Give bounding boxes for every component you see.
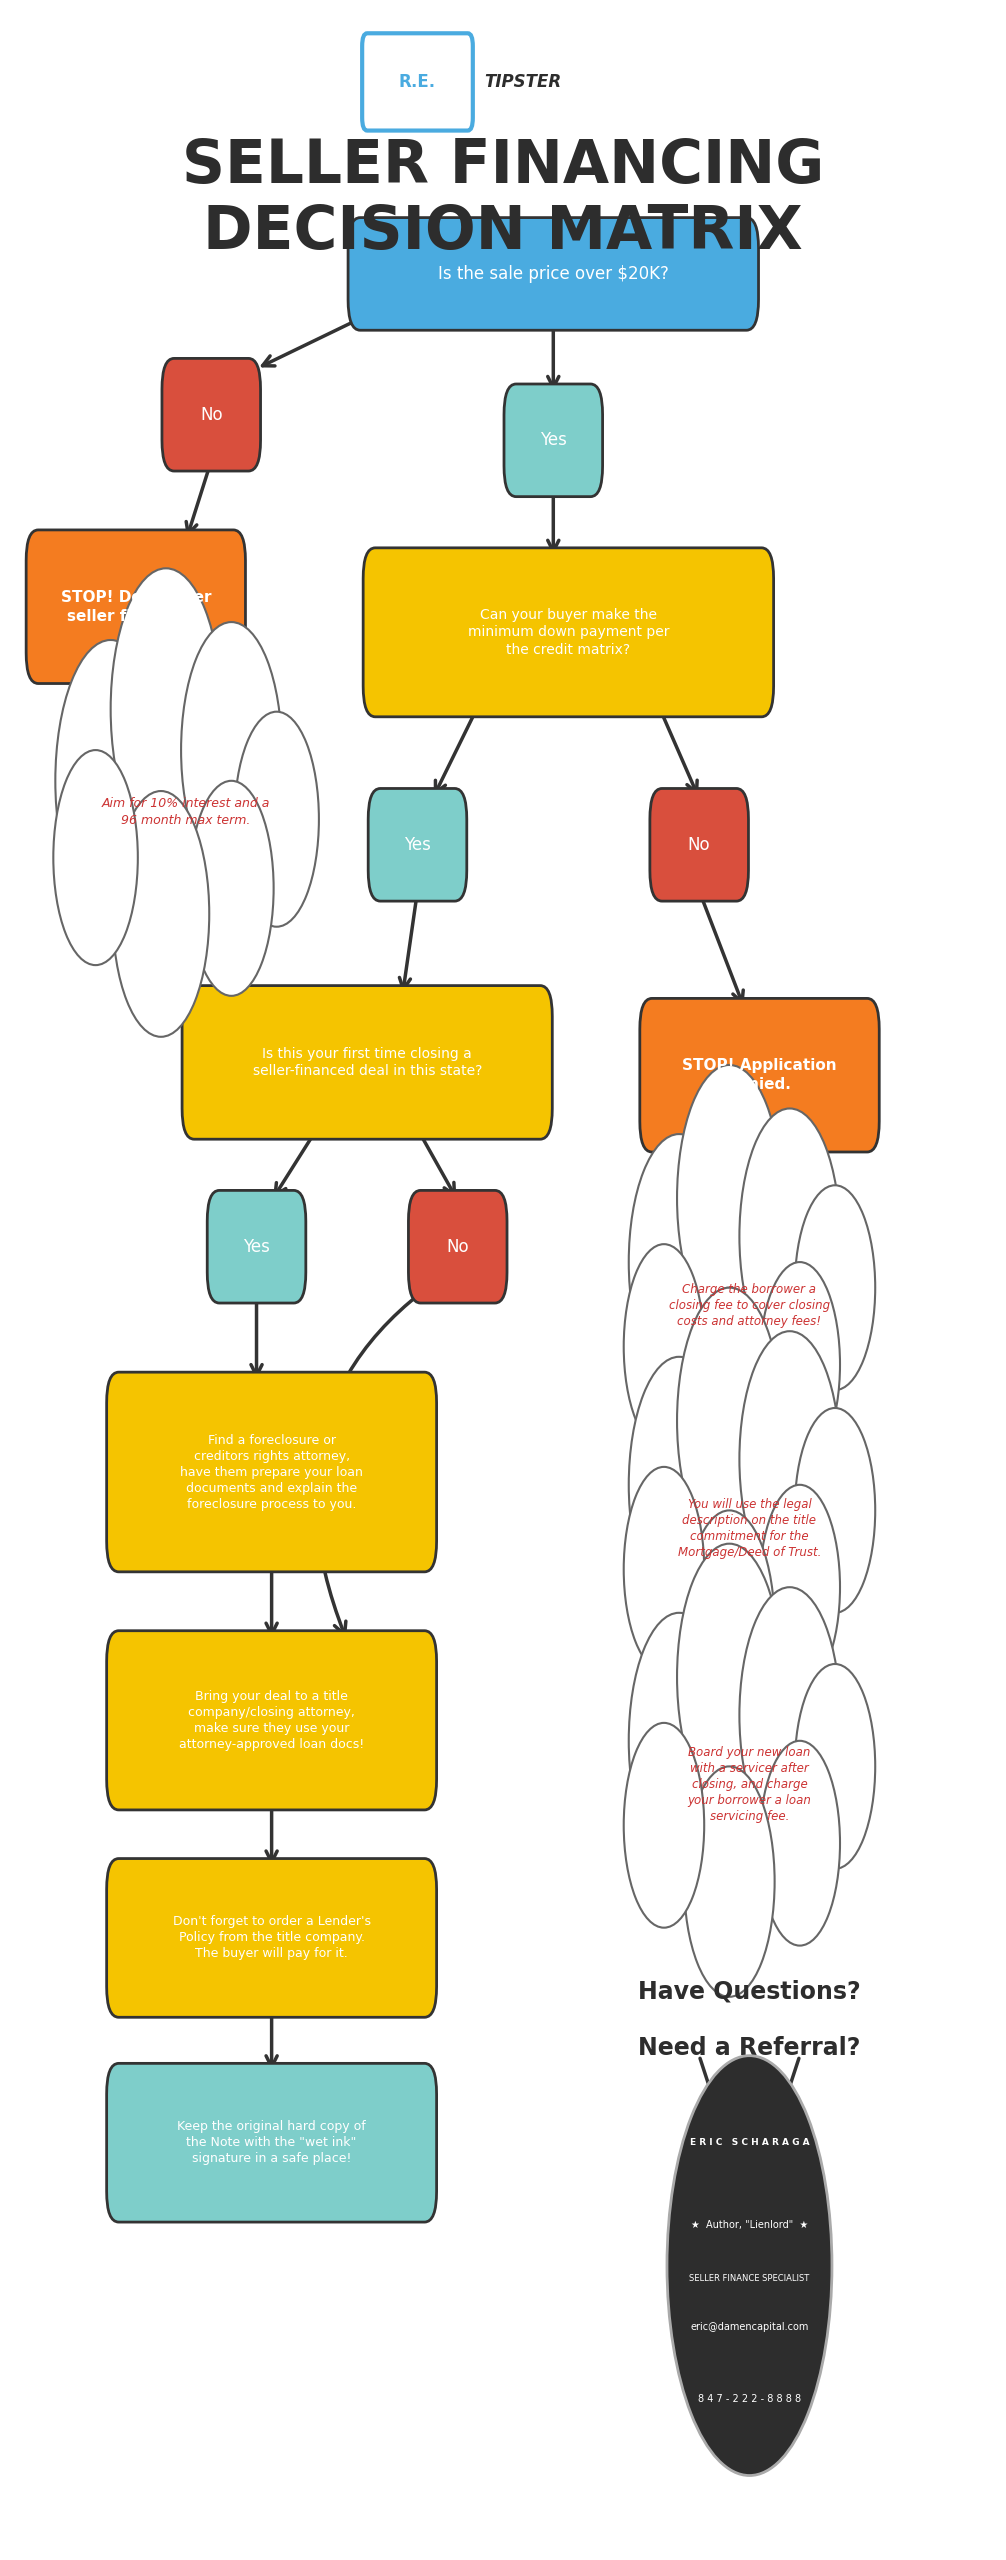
Circle shape	[739, 1331, 840, 1587]
Circle shape	[684, 1288, 775, 1518]
FancyBboxPatch shape	[162, 358, 261, 471]
Text: Can your buyer make the
minimum down payment per
the credit matrix?: Can your buyer make the minimum down pay…	[468, 609, 669, 655]
Text: No: No	[200, 404, 222, 425]
Text: STOP! Application
denied.: STOP! Application denied.	[682, 1057, 837, 1093]
Text: E R I C   S C H A R A G A: E R I C S C H A R A G A	[690, 2138, 809, 2148]
Text: Have Questions?: Have Questions?	[638, 1979, 861, 2004]
Text: TIPSTER: TIPSTER	[485, 72, 561, 92]
FancyBboxPatch shape	[107, 1859, 437, 2017]
FancyBboxPatch shape	[26, 530, 245, 684]
FancyBboxPatch shape	[182, 986, 552, 1139]
Text: 8 4 7 - 2 2 2 - 8 8 8 8: 8 4 7 - 2 2 2 - 8 8 8 8	[698, 2394, 801, 2404]
Circle shape	[53, 750, 138, 965]
Text: Need a Referral?: Need a Referral?	[638, 2035, 861, 2061]
Circle shape	[795, 1408, 875, 1613]
FancyBboxPatch shape	[640, 998, 879, 1152]
Text: Bring your deal to a title
company/closing attorney,
make sure they use your
att: Bring your deal to a title company/closi…	[179, 1690, 364, 1751]
Text: Don't forget to order a Lender's
Policy from the title company.
The buyer will p: Don't forget to order a Lender's Policy …	[173, 1915, 370, 1961]
Circle shape	[113, 791, 209, 1037]
FancyBboxPatch shape	[650, 788, 748, 901]
Text: No: No	[688, 835, 710, 855]
Text: Is the sale price over $20K?: Is the sale price over $20K?	[438, 264, 669, 284]
Circle shape	[629, 1357, 729, 1613]
FancyBboxPatch shape	[504, 384, 603, 497]
Circle shape	[111, 568, 221, 850]
Text: STOP! Don't offer
seller financing.: STOP! Don't offer seller financing.	[60, 589, 211, 625]
Text: SELLER FINANCE SPECIALIST: SELLER FINANCE SPECIALIST	[689, 2273, 810, 2284]
Text: Charge the borrower a
closing fee to cover closing
costs and attorney fees!: Charge the borrower a closing fee to cov…	[669, 1283, 830, 1329]
Circle shape	[629, 1134, 729, 1390]
Circle shape	[181, 622, 282, 878]
Text: Yes: Yes	[404, 835, 431, 855]
Circle shape	[760, 1262, 840, 1467]
Text: SELLER FINANCING: SELLER FINANCING	[182, 136, 824, 197]
Circle shape	[677, 1544, 782, 1810]
Circle shape	[684, 1510, 775, 1741]
Circle shape	[795, 1664, 875, 1869]
Circle shape	[677, 1288, 782, 1554]
Circle shape	[667, 2056, 832, 2476]
Circle shape	[684, 1766, 775, 1997]
Text: Keep the original hard copy of
the Note with the "wet ink"
signature in a safe p: Keep the original hard copy of the Note …	[177, 2120, 366, 2166]
Text: DECISION MATRIX: DECISION MATRIX	[203, 202, 803, 264]
FancyBboxPatch shape	[207, 1190, 306, 1303]
Text: Find a foreclosure or
creditors rights attorney,
have them prepare your loan
doc: Find a foreclosure or creditors rights a…	[180, 1434, 363, 1510]
Circle shape	[760, 1485, 840, 1690]
Text: You will use the legal
description on the title
commitment for the
Mortgage/Deed: You will use the legal description on th…	[678, 1498, 821, 1559]
FancyBboxPatch shape	[348, 218, 759, 330]
Circle shape	[624, 1723, 704, 1928]
Text: Board your new loan
with a servicer after
closing, and charge
your borrower a lo: Board your new loan with a servicer afte…	[687, 1746, 812, 1823]
Text: Yes: Yes	[540, 430, 566, 451]
FancyBboxPatch shape	[368, 788, 467, 901]
Circle shape	[624, 1244, 704, 1449]
Text: Is this your first time closing a
seller-financed deal in this state?: Is this your first time closing a seller…	[253, 1047, 482, 1078]
FancyBboxPatch shape	[363, 548, 774, 717]
FancyBboxPatch shape	[362, 33, 473, 131]
Circle shape	[677, 1065, 782, 1331]
Text: R.E.: R.E.	[399, 72, 436, 92]
Circle shape	[624, 1467, 704, 1672]
FancyBboxPatch shape	[107, 2063, 437, 2222]
Text: Aim for 10% interest and a
96 month max term.: Aim for 10% interest and a 96 month max …	[102, 796, 271, 827]
FancyBboxPatch shape	[408, 1190, 507, 1303]
Text: Yes: Yes	[243, 1236, 270, 1257]
Circle shape	[760, 1741, 840, 1946]
Text: No: No	[447, 1236, 469, 1257]
Circle shape	[189, 781, 274, 996]
Circle shape	[629, 1613, 729, 1869]
Circle shape	[739, 1108, 840, 1364]
Circle shape	[55, 640, 166, 922]
FancyBboxPatch shape	[107, 1372, 437, 1572]
Text: eric@damencapital.com: eric@damencapital.com	[690, 2322, 809, 2332]
FancyBboxPatch shape	[107, 1631, 437, 1810]
Circle shape	[234, 712, 319, 927]
Circle shape	[795, 1185, 875, 1390]
Circle shape	[739, 1587, 840, 1843]
Text: ★  Author, "Lienlord"  ★: ★ Author, "Lienlord" ★	[691, 2220, 808, 2230]
